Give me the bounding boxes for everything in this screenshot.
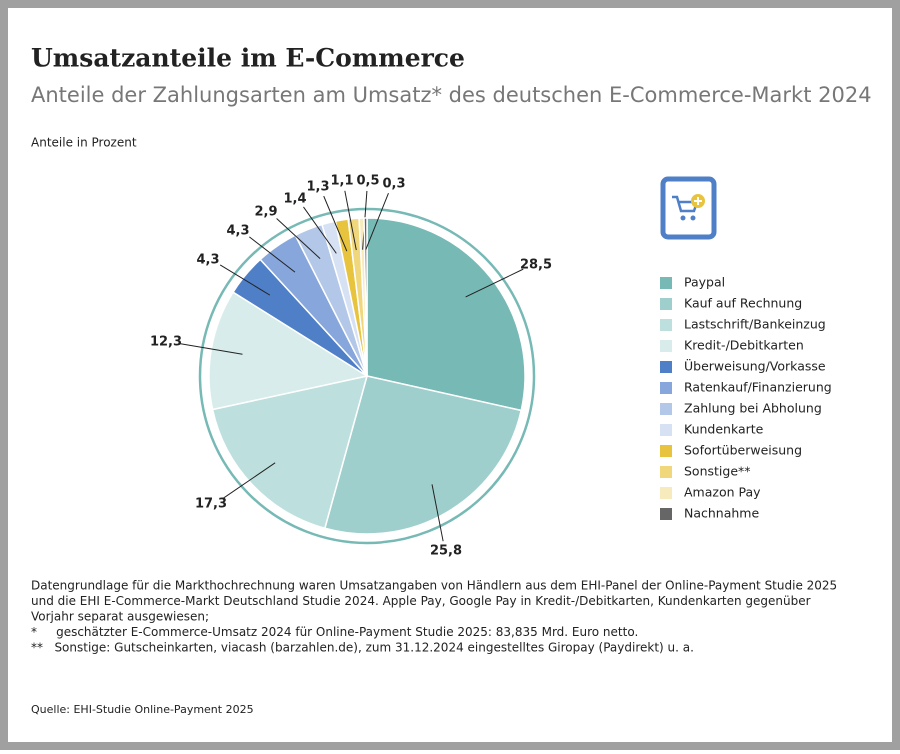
legend-swatch [660, 340, 672, 352]
leader-line [365, 193, 389, 250]
unit-label: Anteile in Prozent [31, 136, 137, 150]
data-label: 4,3 [226, 224, 249, 239]
footnote: und die EHI E-Commerce-Markt Deutschland… [31, 594, 811, 608]
footnote: ** Sonstige: Gutscheinkarten, viacash (b… [31, 641, 694, 655]
legend-label: Kredit-/Debitkarten [684, 338, 804, 353]
legend-swatch [660, 382, 672, 394]
data-label: 2,9 [254, 205, 277, 220]
legend-swatch [660, 361, 672, 373]
leader-line [465, 268, 524, 298]
leader-line [219, 264, 271, 296]
legend-label: Nachnahme [684, 506, 759, 521]
data-label: 0,3 [382, 177, 405, 192]
footnote: Datengrundlage für die Markthochrechnung… [31, 579, 837, 593]
leader-line [344, 190, 357, 251]
leader-line [431, 484, 444, 542]
data-label: 25,8 [430, 544, 462, 559]
data-label: 12,3 [150, 335, 182, 350]
data-label: 28,5 [520, 258, 552, 273]
pie-ring [198, 207, 536, 545]
legend-swatch [660, 508, 672, 520]
legend-label: Sofortüberweisung [684, 443, 802, 458]
pie-slice [363, 217, 368, 377]
leader-line [303, 206, 337, 254]
legend-label: Sonstige** [684, 464, 751, 479]
data-label: 4,3 [196, 253, 219, 268]
legend-swatch [660, 445, 672, 457]
legend-swatch [660, 466, 672, 478]
legend-swatch [660, 298, 672, 310]
source: Quelle: EHI-Studie Online-Payment 2025 [31, 703, 254, 716]
leader-line [276, 218, 321, 259]
data-label: 1,4 [283, 192, 306, 207]
legend-label: Kundenkarte [684, 422, 764, 437]
legend-swatch [660, 319, 672, 331]
legend-swatch [660, 487, 672, 499]
footnote: * geschätzter E-Commerce-Umsatz 2024 für… [31, 625, 638, 639]
legend-label: Amazon Pay [684, 485, 761, 500]
legend-label: Zahlung bei Abholung [684, 401, 822, 416]
legend-swatch [660, 277, 672, 289]
legend-label: Ratenkauf/Finanzierung [684, 380, 832, 395]
chart-subtitle: Anteile der Zahlungsarten am Umsatz* des… [31, 83, 872, 107]
data-label: 0,5 [356, 174, 379, 189]
footnote: Vorjahr separat ausgewiesen; [31, 610, 209, 624]
legend-swatch [660, 403, 672, 415]
leader-line [222, 462, 276, 500]
data-label: 1,3 [306, 180, 329, 195]
legend-label: Lastschrift/Bankeinzug [684, 317, 826, 332]
leader-line [323, 195, 348, 252]
legend-label: Überweisung/Vorkasse [684, 358, 826, 374]
cart-icon [660, 176, 717, 240]
pie-slice [211, 375, 369, 530]
pie-slice [323, 375, 523, 535]
data-label: 1,1 [330, 174, 353, 189]
legend-label: Paypal [684, 275, 725, 290]
chart-title: Umsatzanteile im E-Commerce [31, 44, 465, 73]
pie-slice [366, 217, 526, 412]
data-label: 17,3 [195, 497, 227, 512]
leader-line [179, 343, 243, 355]
legend-label: Kauf auf Rechnung [684, 296, 802, 311]
leader-line [249, 236, 296, 273]
legend-swatch [660, 424, 672, 436]
